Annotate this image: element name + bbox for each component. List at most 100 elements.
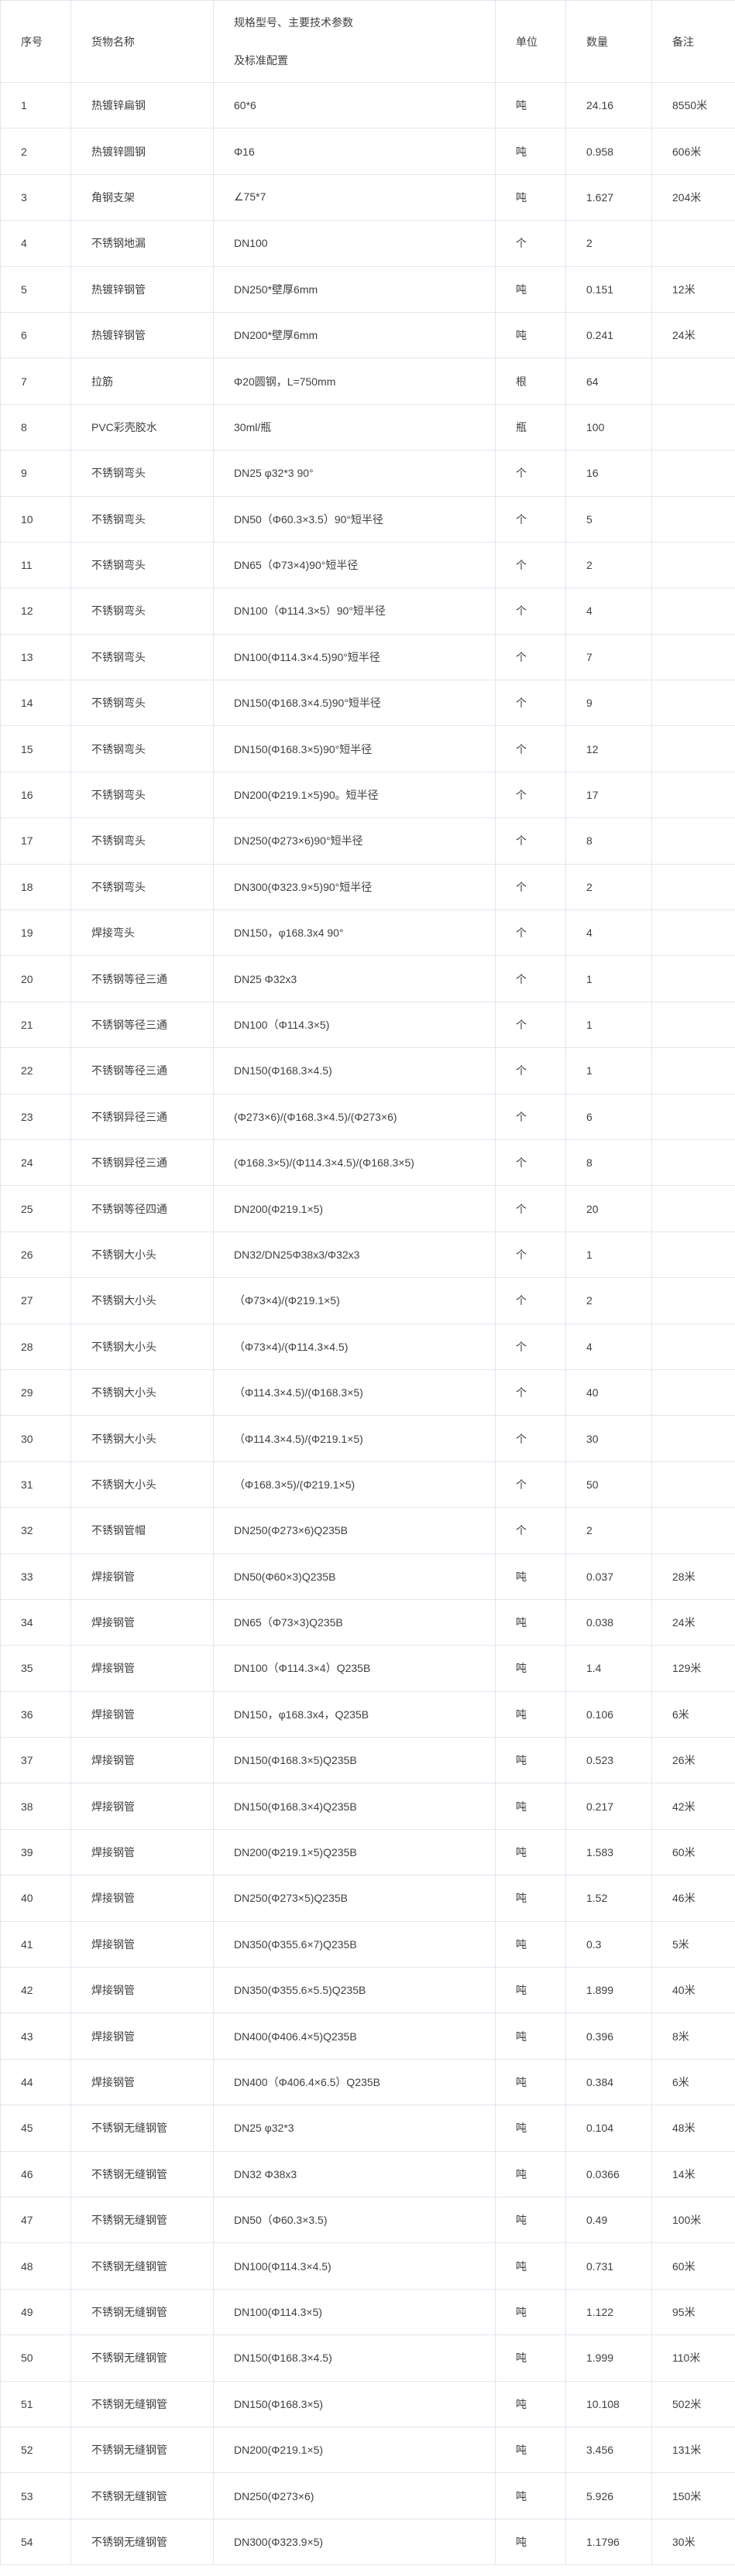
- cell-qty: 4: [566, 588, 652, 635]
- cell-qty: 0.731: [566, 2243, 652, 2290]
- cell-unit: 个: [496, 1002, 566, 1049]
- cell-seq: 37: [1, 1738, 71, 1784]
- cell-spec: DN250(Φ273×6): [214, 2473, 496, 2519]
- cell-seq: 12: [1, 588, 71, 635]
- table-row: 12 不锈钢弯头 DN100（Φ114.3×5）90°短半径个 4: [1, 588, 735, 635]
- cell-spec: (Φ273×6)/(Φ168.3×4.5)/(Φ273×6): [214, 1094, 496, 1140]
- table-row: 24 不锈钢异径三通 (Φ168.3×5)/(Φ114.3×4.5)/(Φ168.3…: [1, 1139, 735, 1187]
- cell-remark: [652, 772, 735, 819]
- cell-spec: DN250*壁厚6mm: [214, 266, 496, 313]
- cell-name: 不锈钢大小头: [71, 1369, 214, 1416]
- header-cell-qty: 数量: [566, 1, 652, 83]
- cell-seq: 53: [1, 2473, 71, 2519]
- cell-seq: 32: [1, 1508, 71, 1554]
- cell-spec: DN250(Φ273×6)90°短半径: [214, 818, 496, 865]
- cell-remark: [652, 1140, 735, 1187]
- table-row: 48 不锈钢无缝钢管 DN100(Φ114.3×4.5) 吨 0.731 60米: [1, 2243, 735, 2290]
- cell-remark: [652, 1186, 735, 1232]
- cell-unit: 根: [496, 358, 566, 405]
- cell-seq: 33: [1, 1553, 71, 1600]
- cell-qty: 8: [566, 818, 652, 865]
- cell-seq: 5: [1, 266, 71, 313]
- table-body: 1 热镀锌扁钢 60*6 吨 24.16 8550米 2 热镀锌圆钢 Φ16 吨 0.958 606米…: [1, 83, 735, 2566]
- cell-remark: [652, 1462, 735, 1509]
- cell-qty: 12: [566, 726, 652, 772]
- cell-spec: DN400（Φ406.4×6.5）Q235B: [214, 2059, 496, 2106]
- cell-spec: DN150，φ168.3x4，Q235B: [214, 1691, 496, 1738]
- cell-name: 不锈钢大小头: [71, 1324, 214, 1370]
- cell-spec: (Φ168.3×5)/(Φ114.3×4.5)/(Φ168.3×5): [214, 1139, 496, 1187]
- cell-qty: 0.958: [566, 128, 652, 175]
- cell-name: 不锈钢弯头: [71, 726, 214, 772]
- cell-name: 热镀锌扁钢: [71, 83, 214, 129]
- cell-seq: 30: [1, 1416, 71, 1462]
- cell-name: 不锈钢弯头: [71, 680, 214, 727]
- cell-spec: DN100(Φ114.3×5): [214, 2289, 496, 2336]
- cell-spec: DN150(Φ168.3×4.5)90°短半径: [214, 680, 496, 727]
- cell-name: 不锈钢大小头: [71, 1231, 214, 1279]
- cell-qty: 8: [566, 1139, 652, 1187]
- table-row: 10 不锈钢弯头 DN50（Φ60.3×3.5）90°短半径个 5: [1, 496, 735, 543]
- cell-name: 不锈钢无缝钢管: [71, 2151, 214, 2197]
- table-row: 53 不锈钢无缝钢管 DN250(Φ273×6) 吨 5.926 150米: [1, 2473, 735, 2519]
- cell-remark: 8米: [652, 2013, 735, 2060]
- table-row: 41 焊接钢管 DN350(Φ355.6×7)Q235B 吨 0.3 5米: [1, 1921, 735, 1968]
- cell-qty: 0.3: [566, 1921, 652, 1968]
- cell-unit: 吨: [496, 2013, 566, 2060]
- cell-seq: 51: [1, 2381, 71, 2427]
- table-row: 36 焊接钢管 DN150，φ168.3x4，Q235B 吨 0.106 6米: [1, 1691, 735, 1738]
- cell-unit: 吨: [496, 1646, 566, 1692]
- cell-seq: 39: [1, 1829, 71, 1876]
- cell-seq: 24: [1, 1139, 71, 1187]
- cell-qty: 1: [566, 956, 652, 1002]
- cell-name: 焊接钢管: [71, 1783, 214, 1830]
- cell-qty: 2: [566, 1278, 652, 1324]
- cell-qty: 64: [566, 358, 652, 405]
- table-row: 2 热镀锌圆钢 Φ16 吨 0.958 606米: [1, 128, 735, 175]
- cell-qty: 5: [566, 496, 652, 543]
- cell-seq: 16: [1, 772, 71, 819]
- cell-seq: 46: [1, 2151, 71, 2197]
- table-row: 52 不锈钢无缝钢管 DN200(Φ219.1×5) 吨 3.456 131米: [1, 2427, 735, 2474]
- cell-name: 热镀锌钢管: [71, 312, 214, 359]
- cell-unit: 吨: [496, 1553, 566, 1600]
- header-cell-unit: 单位: [496, 1, 566, 83]
- cell-remark: [652, 543, 735, 589]
- cell-unit: 吨: [496, 174, 566, 221]
- cell-name: 不锈钢无缝钢管: [71, 2243, 214, 2290]
- cell-remark: [652, 221, 735, 267]
- cell-remark: 28米: [652, 1554, 735, 1600]
- table-row: 44 焊接钢管 DN400（Φ406.4×6.5）Q235B 吨 0.384 6米: [1, 2059, 735, 2106]
- cell-remark: [652, 1048, 735, 1094]
- cell-remark: 95米: [652, 2290, 735, 2336]
- cell-spec: DN100: [214, 221, 496, 267]
- cell-qty: 0.038: [566, 1599, 652, 1646]
- cell-name: 不锈钢等径三通: [71, 956, 214, 1002]
- cell-unit: 个: [496, 1278, 566, 1324]
- cell-seq: 23: [1, 1094, 71, 1140]
- cell-seq: 15: [1, 726, 71, 772]
- cell-name: 不锈钢弯头: [71, 818, 214, 865]
- cell-spec: DN250(Φ273×6)Q235B: [214, 1508, 496, 1554]
- cell-remark: 40米: [652, 1968, 735, 2014]
- cell-unit: 个: [496, 1324, 566, 1370]
- cell-remark: 6米: [652, 1692, 735, 1738]
- cell-remark: 129米: [652, 1646, 735, 1692]
- table-row: 25 不锈钢等径四通 DN200(Φ219.1×5) 个 20: [1, 1186, 735, 1232]
- cell-spec: DN400(Φ406.4×5)Q235B: [214, 2013, 496, 2060]
- cell-name: 不锈钢异径三通: [71, 1094, 214, 1140]
- cell-remark: [652, 1094, 735, 1140]
- cell-seq: 41: [1, 1921, 71, 1968]
- cell-spec: （Φ73×4)/(Φ114.3×4.5): [214, 1324, 496, 1370]
- cell-seq: 11: [1, 542, 71, 589]
- cell-unit: 个: [496, 1186, 566, 1232]
- cell-qty: 1.899: [566, 1968, 652, 2014]
- cell-qty: 24.16: [566, 83, 652, 129]
- cell-seq: 25: [1, 1186, 71, 1232]
- cell-unit: 个: [496, 726, 566, 772]
- cell-name: 不锈钢地漏: [71, 221, 214, 267]
- cell-unit: 吨: [496, 2105, 566, 2152]
- cell-spec: DN200*壁厚6mm: [214, 312, 496, 359]
- table-header: 序号 货物名称 规格型号、主要技术参数 及标准配置 单位 数量 备注: [1, 1, 735, 83]
